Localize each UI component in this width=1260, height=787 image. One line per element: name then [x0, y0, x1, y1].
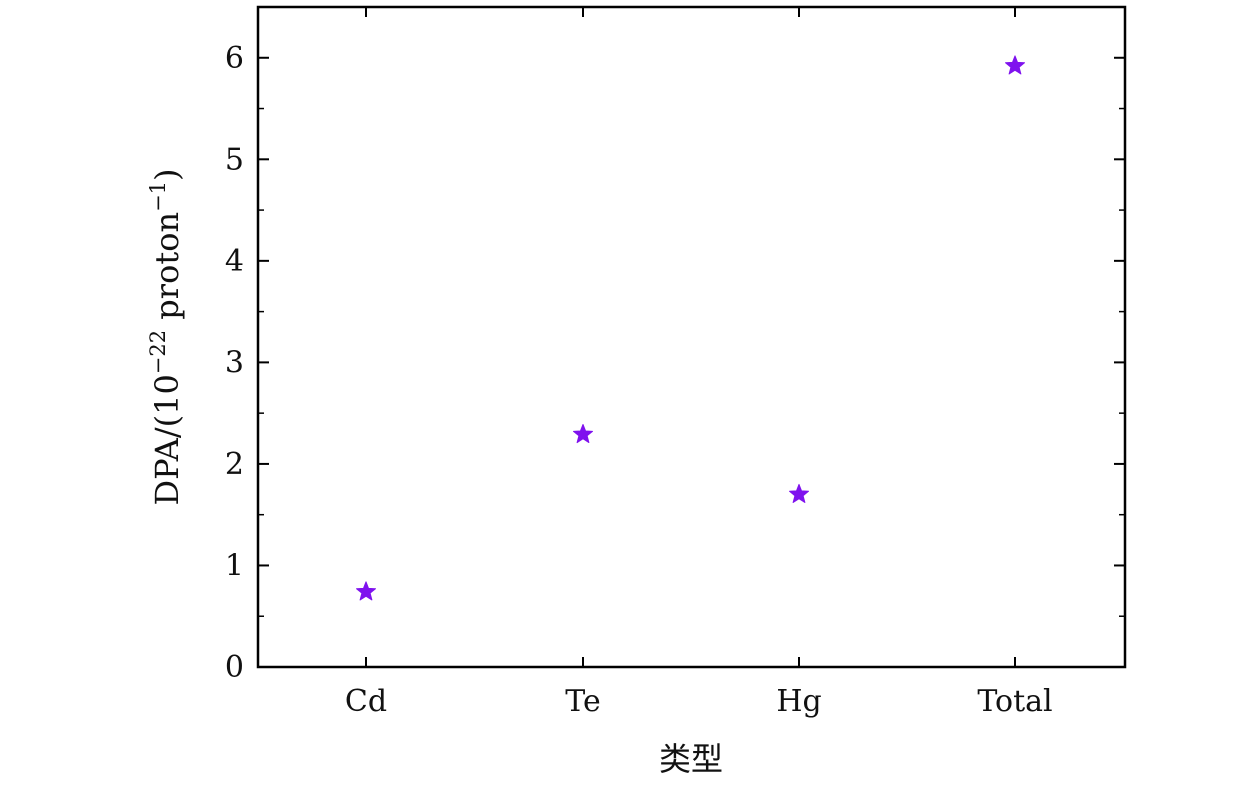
data-points — [355, 55, 1026, 601]
y-axis-title-exponent: −22 — [146, 330, 170, 374]
data-point-star-hg — [788, 483, 810, 503]
y-axis-title-rest: proton — [148, 212, 186, 330]
data-point-star-cd — [355, 581, 377, 601]
y-axis-title-unit-exponent: −1 — [146, 181, 170, 212]
x-tick-label: Cd — [345, 684, 387, 719]
y-tick-label: 0 — [225, 650, 244, 685]
y-tick-label: 4 — [225, 244, 244, 279]
x-axis-labels: Cd Te Hg Total — [345, 684, 1053, 719]
x-tick-label: Te — [565, 684, 600, 719]
y-tick-label: 5 — [225, 142, 244, 177]
y-axis-labels: 0 1 2 3 4 5 6 — [225, 41, 244, 685]
x-tick-label: Hg — [776, 684, 821, 719]
x-tick-label: Total — [977, 684, 1052, 719]
data-point-star-total — [1004, 55, 1026, 75]
data-point-star-te — [572, 423, 594, 444]
y-axis-title-main: DPA/(10 — [148, 374, 186, 505]
y-axis-title-close: ) — [148, 168, 186, 180]
x-axis-title: 类型 — [659, 740, 723, 778]
y-tick-label: 3 — [225, 345, 244, 380]
x-axis-ticks — [365, 7, 1016, 667]
y-axis-title: DPA/(10−22 proton−1) — [146, 168, 186, 505]
y-tick-label: 1 — [225, 548, 244, 583]
plot-frame — [256, 5, 1127, 669]
y-tick-label: 6 — [225, 41, 244, 76]
y-tick-label: 2 — [225, 447, 244, 482]
y-axis-ticks — [258, 56, 1125, 668]
